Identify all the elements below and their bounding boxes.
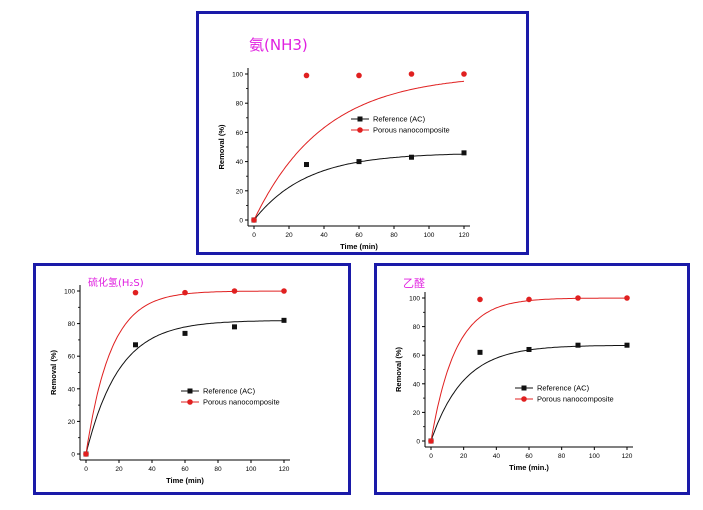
- data-point-reference: [526, 346, 532, 352]
- series-line: [253, 80, 465, 221]
- series-line: [85, 290, 284, 455]
- chart-title: 氨(NH3): [249, 36, 308, 54]
- data-point-reference: [304, 162, 309, 168]
- x-tick-label: 0: [252, 232, 256, 239]
- x-tick-label: 60: [355, 232, 363, 239]
- x-tick-label: 80: [214, 466, 222, 473]
- data-point-porous: [132, 289, 139, 296]
- y-tick-label: 40: [68, 386, 76, 393]
- x-tick-label: 40: [320, 232, 328, 239]
- series-line: [430, 297, 628, 442]
- y-tick-label: 0: [239, 218, 243, 225]
- data-point-reference: [182, 330, 188, 336]
- x-tick-label: 20: [285, 232, 293, 239]
- data-point-porous: [303, 72, 310, 79]
- chart-panel-acetaldehyde: 乙醛 0 20 40 60 80 100 120 0 20 40 60 80 100 Time (min.…: [374, 263, 690, 495]
- y-tick-label: 20: [236, 188, 244, 195]
- x-tick-label: 0: [84, 466, 88, 473]
- y-tick-label: 0: [416, 439, 420, 446]
- data-point-porous: [182, 289, 188, 296]
- x-tick-label: 40: [148, 466, 156, 473]
- data-point-porous: [408, 71, 415, 77]
- data-point-porous: [83, 451, 89, 457]
- series-line: [85, 320, 284, 455]
- legend-label: Porous nanocomposite: [537, 395, 614, 404]
- y-tick-label: 60: [68, 354, 76, 361]
- data-point-porous: [251, 217, 257, 223]
- x-tick-label: 40: [493, 453, 501, 460]
- data-point-porous: [526, 296, 532, 303]
- x-axis-label: Time (min): [340, 242, 378, 251]
- y-tick-label: 80: [68, 321, 76, 328]
- x-tick-label: 20: [460, 453, 468, 460]
- y-tick-label: 40: [236, 159, 244, 166]
- chart-title: 乙醛: [403, 277, 425, 290]
- chart-panel-h2s: 硫化氢(H₂S) 0 20 40 60 80 100 120 0 20 40 60 80 100 Time…: [33, 263, 351, 495]
- data-point-porous: [477, 296, 483, 303]
- x-tick-label: 60: [525, 453, 533, 460]
- y-tick-label: 20: [68, 419, 76, 426]
- legend-marker: [357, 127, 363, 133]
- legend-marker: [187, 388, 193, 394]
- x-tick-label: 0: [429, 453, 433, 460]
- data-point-porous: [231, 288, 238, 294]
- data-point-porous: [281, 288, 287, 294]
- data-point-porous: [575, 295, 581, 301]
- data-point-porous: [356, 72, 362, 79]
- legend-marker: [357, 116, 363, 122]
- legend-label: Porous nanocomposite: [203, 398, 280, 407]
- y-tick-label: 80: [236, 101, 244, 108]
- y-tick-label: 20: [413, 410, 421, 417]
- legend-label: Reference (AC): [537, 384, 590, 393]
- x-tick-label: 100: [424, 232, 435, 239]
- series-line: [430, 344, 627, 442]
- data-point-reference: [575, 342, 581, 348]
- chart-svg: 0 20 40 60 80 100 120 0 20 40 60 80 100 Time (min) Rem…: [49, 285, 290, 485]
- x-tick-label: 80: [390, 232, 398, 239]
- y-tick-label: 0: [71, 452, 75, 459]
- data-point-reference: [624, 342, 630, 348]
- x-tick-label: 80: [558, 453, 566, 460]
- x-tick-label: 100: [246, 466, 257, 473]
- y-tick-label: 60: [413, 353, 421, 360]
- chart-title: 硫化氢(H₂S): [88, 278, 144, 289]
- data-point-reference: [461, 150, 467, 156]
- x-tick-label: 100: [589, 453, 600, 460]
- y-tick-label: 100: [409, 296, 420, 303]
- data-point-porous: [624, 295, 630, 301]
- data-point-porous: [461, 71, 467, 77]
- chart-panel-ammonia: 氨(NH3) 0 20 40 60 80 100 120 0 20 40 60 80 100 Time (…: [196, 11, 529, 255]
- x-axis-label: Time (min): [166, 476, 204, 485]
- y-tick-label: 80: [413, 324, 421, 331]
- x-axis-label: Time (min.): [509, 463, 549, 472]
- x-tick-label: 120: [459, 232, 470, 239]
- data-point-reference: [281, 317, 287, 323]
- x-tick-label: 120: [279, 466, 290, 473]
- chart-svg: 0 20 40 60 80 100 120 0 20 40 60 80 100 Time (min) Rem…: [217, 68, 470, 251]
- legend-label: Reference (AC): [373, 115, 426, 124]
- y-tick-label: 60: [236, 130, 244, 137]
- legend-marker: [521, 385, 527, 391]
- legend-label: Reference (AC): [203, 387, 256, 396]
- y-tick-label: 100: [64, 289, 75, 296]
- data-point-reference: [477, 349, 483, 355]
- legend-marker: [187, 399, 193, 405]
- y-tick-label: 100: [232, 72, 243, 79]
- data-point-reference: [133, 342, 138, 348]
- x-tick-label: 60: [181, 466, 189, 473]
- x-tick-label: 20: [115, 466, 123, 473]
- y-axis-label: Removal (%): [217, 124, 226, 170]
- legend-marker: [521, 396, 527, 402]
- y-axis-label: Removal (%): [49, 349, 58, 395]
- data-point-reference: [409, 154, 414, 160]
- y-axis-label: Removal (%): [394, 346, 403, 392]
- data-point-porous: [428, 438, 434, 444]
- y-tick-label: 40: [413, 381, 421, 388]
- data-point-reference: [356, 159, 362, 165]
- data-point-reference: [232, 324, 237, 330]
- legend-label: Porous nanocomposite: [373, 126, 450, 135]
- x-tick-label: 120: [622, 453, 633, 460]
- chart-svg: 0 20 40 60 80 100 120 0 20 40 60 80 100 Time (min.) Re…: [394, 292, 633, 472]
